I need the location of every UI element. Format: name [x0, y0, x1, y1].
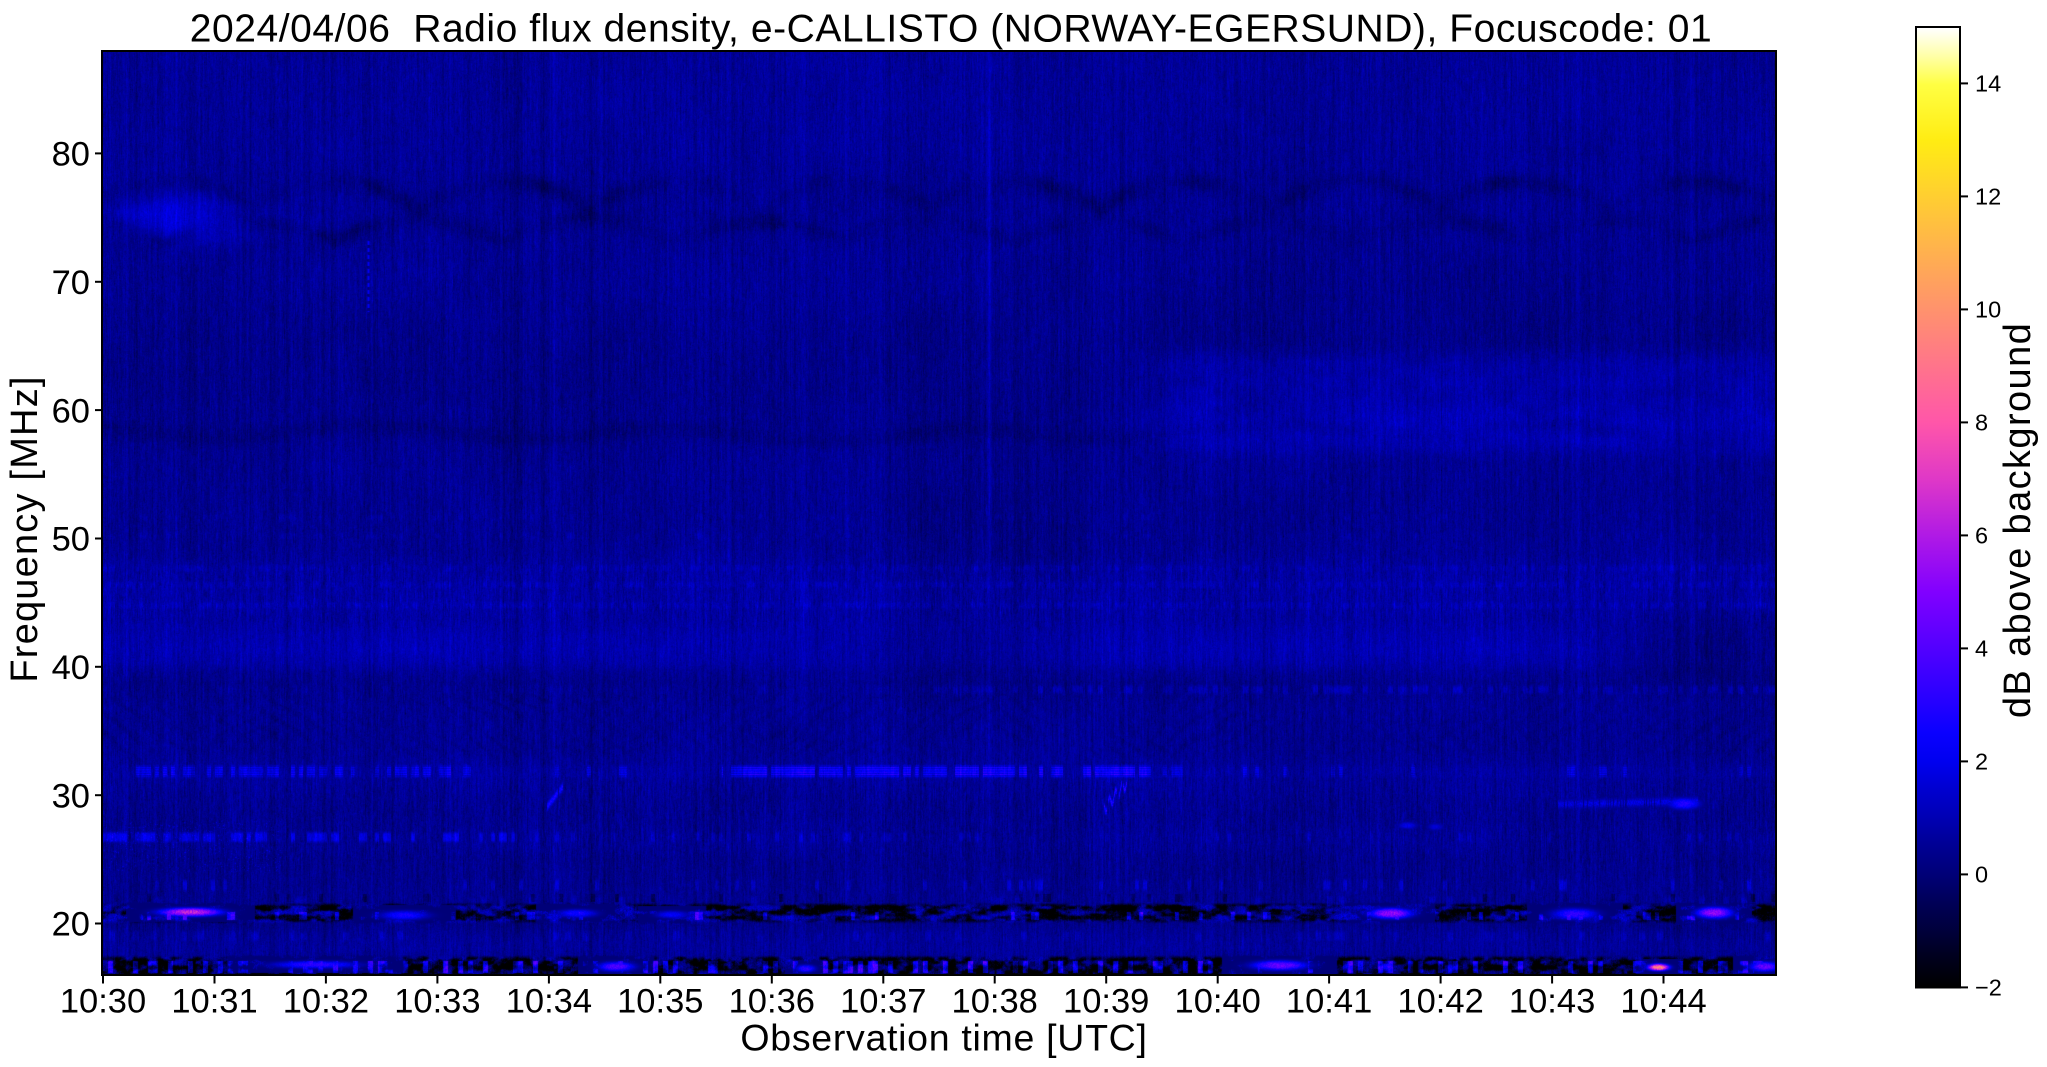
svg-text:dB above background: dB above background [1997, 322, 2039, 718]
svg-text:10:34: 10:34 [506, 982, 592, 1020]
svg-text:10:36: 10:36 [729, 982, 815, 1020]
svg-text:70: 70 [52, 264, 90, 302]
svg-text:10:30: 10:30 [60, 982, 146, 1020]
svg-text:60: 60 [52, 392, 90, 430]
svg-text:80: 80 [52, 136, 90, 174]
svg-text:10:44: 10:44 [1620, 982, 1706, 1020]
svg-text:10:38: 10:38 [952, 982, 1038, 1020]
svg-text:4: 4 [1975, 636, 1988, 662]
svg-text:12: 12 [1975, 184, 2001, 210]
svg-text:0: 0 [1975, 862, 1988, 888]
svg-text:10:35: 10:35 [617, 982, 703, 1020]
svg-text:−2: −2 [1975, 975, 2002, 1001]
svg-text:20: 20 [52, 906, 90, 944]
svg-text:10:43: 10:43 [1509, 982, 1595, 1020]
svg-text:Frequency [MHz]: Frequency [MHz] [4, 375, 46, 682]
svg-text:30: 30 [52, 777, 90, 815]
svg-text:10:42: 10:42 [1397, 982, 1483, 1020]
svg-text:2: 2 [1975, 749, 1988, 775]
svg-text:Observation time [UTC]: Observation time [UTC] [740, 1017, 1147, 1059]
svg-text:10:37: 10:37 [840, 982, 926, 1020]
svg-text:8: 8 [1975, 410, 1988, 436]
svg-text:10:33: 10:33 [394, 982, 480, 1020]
svg-text:2024/04/06 Radio flux density: 2024/04/06 Radio flux density, e-CALLIST… [190, 8, 1712, 51]
svg-text:50: 50 [52, 521, 90, 559]
svg-text:40: 40 [52, 649, 90, 687]
svg-text:14: 14 [1975, 71, 2001, 97]
svg-text:10:32: 10:32 [283, 982, 369, 1020]
svg-text:10:40: 10:40 [1175, 982, 1261, 1020]
svg-text:10:31: 10:31 [171, 982, 257, 1020]
svg-text:6: 6 [1975, 523, 1988, 549]
svg-text:10:39: 10:39 [1063, 982, 1149, 1020]
svg-text:10: 10 [1975, 297, 2001, 323]
svg-text:10:41: 10:41 [1286, 982, 1372, 1020]
